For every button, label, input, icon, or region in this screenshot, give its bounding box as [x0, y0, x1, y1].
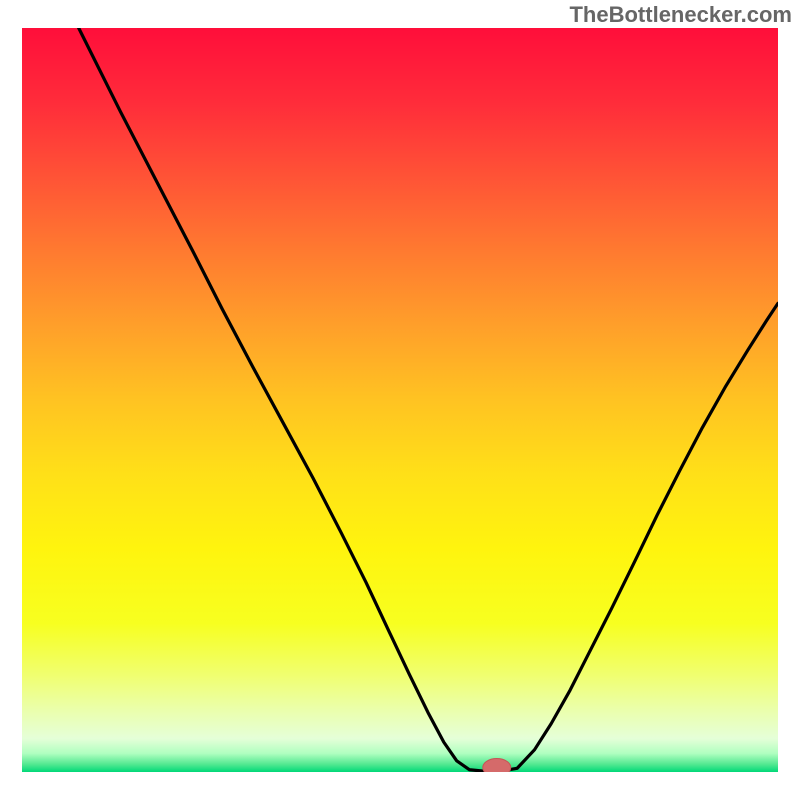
- chart-plot-area: [22, 28, 778, 772]
- chart-svg: [22, 28, 778, 772]
- marker-ellipse: [483, 759, 511, 772]
- watermark-text: TheBottlenecker.com: [569, 2, 792, 28]
